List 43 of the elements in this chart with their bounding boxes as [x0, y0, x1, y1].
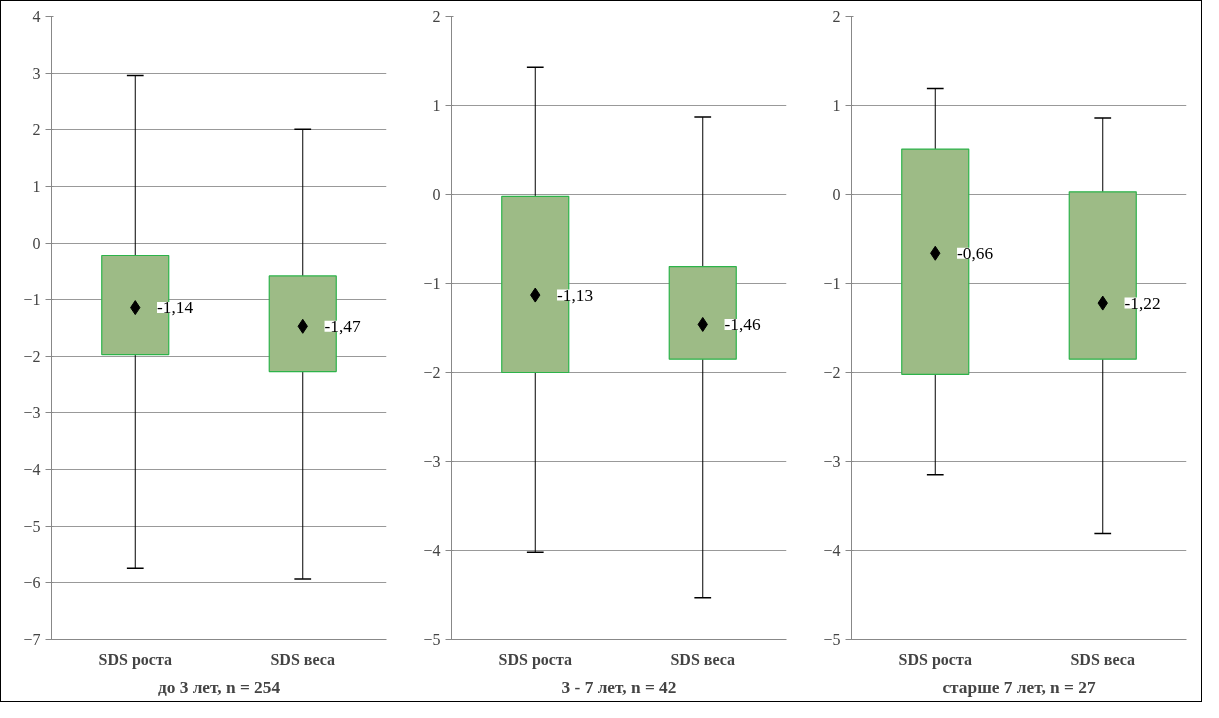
y-tick-label: −2 [23, 347, 41, 365]
y-tick-label: −7 [23, 631, 41, 648]
x-tick-label: SDS веса [670, 650, 736, 668]
y-tick-label: −2 [423, 364, 441, 381]
x-tick-label: SDS веса [270, 650, 336, 668]
y-tick-label: 4 [32, 8, 41, 25]
y-tick-label: 0 [832, 186, 841, 203]
y-tick-label: −4 [423, 542, 441, 559]
x-tick-label: SDS роста [898, 650, 972, 669]
y-tick-label: −3 [823, 453, 841, 470]
y-tick-label: −6 [23, 574, 41, 592]
y-tick-label: 2 [832, 8, 841, 25]
y-tick-label: −2 [823, 364, 841, 381]
text: старше 7 лет, n = 27 [942, 677, 1096, 697]
y-tick-label: 1 [32, 177, 41, 195]
x-tick-label: SDS веса [1070, 650, 1136, 668]
y-tick-label: −5 [423, 631, 441, 648]
text: до 3 лет, n = 254 [157, 677, 281, 697]
y-tick-label: −1 [423, 275, 441, 292]
y-tick-label: 2 [32, 121, 41, 139]
y-tick-label: 0 [32, 234, 41, 252]
annotation: -1,46 [724, 314, 761, 334]
y-tick-label: −4 [823, 542, 841, 559]
y-tick-label: −1 [23, 291, 41, 309]
x-tick-label: SDS роста [498, 650, 572, 669]
annotation: -1,47 [324, 316, 361, 336]
y-tick-label: −5 [823, 631, 841, 648]
text: 3 - 7 лет, n = 42 [561, 677, 677, 697]
y-tick-label: 0 [432, 186, 441, 203]
y-tick-label: −3 [423, 453, 441, 470]
x-tick-label: SDS роста [98, 650, 172, 669]
annotation: -1,22 [1124, 293, 1161, 313]
y-tick-label: −1 [823, 275, 841, 292]
y-tick-label: 2 [432, 8, 441, 25]
y-tick-label: 1 [832, 97, 841, 114]
y-tick-label: −4 [23, 461, 41, 479]
annotation: -0,66 [957, 243, 994, 263]
y-tick-label: −5 [23, 517, 41, 535]
y-tick-label: 3 [32, 64, 41, 82]
annotation: -1,13 [557, 285, 594, 305]
annotation: -1,14 [157, 298, 194, 318]
y-tick-label: 1 [432, 97, 441, 114]
y-tick-label: −3 [23, 404, 41, 422]
